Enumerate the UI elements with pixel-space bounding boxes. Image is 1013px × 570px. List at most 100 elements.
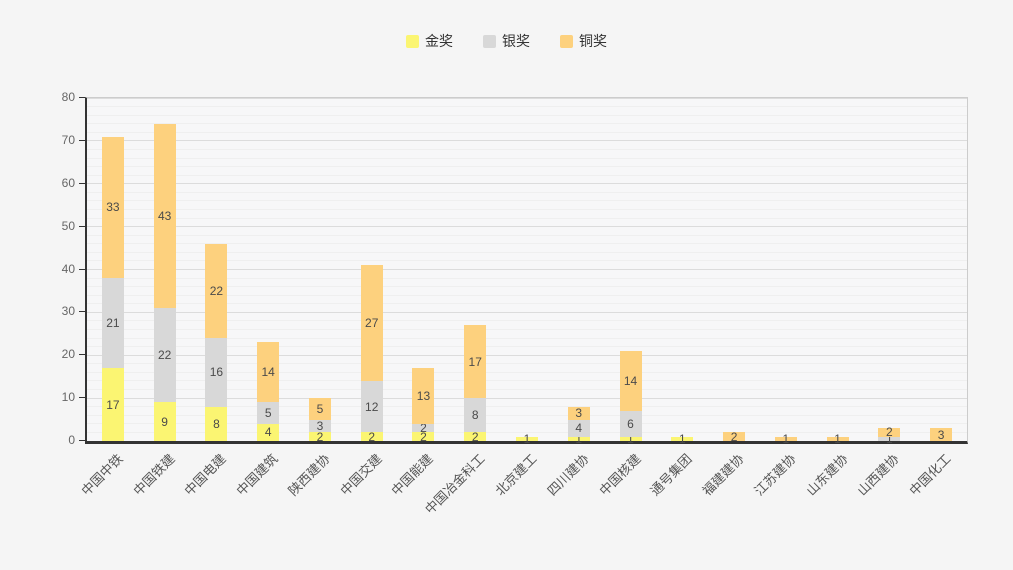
bar-segment-bronze: 3 (930, 428, 953, 441)
gridline (87, 269, 967, 270)
bar-column: 1 6 14 (619, 98, 642, 445)
bar-column: 1 (516, 98, 538, 445)
x-axis-label: 中国建筑 (233, 451, 281, 499)
gridline (87, 337, 967, 339)
value-label: 22 (157, 348, 172, 363)
gridline (87, 294, 967, 296)
value-label: 13 (416, 388, 431, 403)
bar-segment-bronze: 2 (723, 431, 746, 443)
x-axis-label: 福建建协 (699, 451, 747, 499)
value-label: 1 (575, 431, 583, 446)
gridline (87, 346, 967, 348)
y-axis-tick-mark (79, 225, 85, 227)
legend-label-silver: 银奖 (502, 33, 530, 49)
gridline (87, 97, 967, 99)
x-axis-label: 中国化工 (906, 451, 954, 499)
bar-segment-bronze: 22 (205, 243, 228, 339)
y-axis-tick-mark (79, 268, 85, 270)
y-axis-tick-mark (79, 311, 85, 313)
y-axis-tick-label: 20 (61, 347, 75, 362)
y-axis-tick-mark (79, 139, 85, 141)
legend-item-gold[interactable]: 金奖 (406, 31, 453, 51)
y-axis-tick-mark (79, 97, 85, 98)
value-label: 4 (575, 421, 583, 436)
value-label: 22 (209, 283, 224, 298)
value-label: 2 (420, 421, 427, 436)
y-axis-tick-label: 70 (61, 132, 75, 147)
gridline (87, 414, 967, 416)
x-axis-label: 中国交建 (337, 451, 385, 499)
gridline (87, 191, 967, 193)
bar-segment-bronze: 1 (774, 433, 797, 445)
bar-segment-bronze: 14 (257, 342, 280, 403)
y-axis-tick-label: 0 (68, 433, 75, 447)
gridline (87, 217, 967, 219)
plot-area: 17 21 33 9 22 43 8 16 22 4 5 14 2 3 5 2 12 27 2 2 13 2 8 17 1 1 4 3… (85, 97, 968, 445)
bar-segment-bronze: 43 (153, 123, 176, 309)
gridline (87, 311, 967, 313)
gridline (87, 354, 967, 356)
legend-item-bronze[interactable]: 铜奖 (560, 31, 607, 51)
bar-column: 4 5 14 (257, 98, 280, 441)
y-axis-tick-mark (79, 354, 85, 356)
value-label: 17 (468, 354, 482, 369)
x-axis-label: 山西建协 (854, 451, 903, 499)
gridline (87, 329, 967, 331)
gridline (87, 123, 967, 125)
bar-segment-gold: 9 (153, 402, 176, 441)
y-axis-tick-label: 30 (61, 304, 75, 319)
value-label: 43 (157, 208, 172, 223)
bar-segment-silver: 1 (878, 433, 901, 445)
bar-segment-gold: 8 (205, 406, 228, 441)
bar-segment-bronze: 33 (101, 136, 124, 279)
gridline (87, 166, 967, 168)
y-axis-tick-label: 80 (61, 90, 75, 104)
value-label: 4 (264, 425, 272, 440)
bar-segment-bronze: 3 (567, 406, 590, 421)
value-label: 5 (316, 401, 324, 416)
x-axis-label: 陕西建协 (285, 451, 333, 499)
value-label: 3 (316, 419, 324, 433)
x-axis-label: 中国电建 (181, 451, 230, 499)
gridline (87, 406, 967, 408)
value-label: 1 (886, 431, 893, 446)
y-axis-tick-label: 50 (61, 218, 75, 233)
y-axis-tick-label: 40 (61, 261, 75, 276)
legend-label-gold: 金奖 (425, 33, 453, 49)
gridline (87, 114, 967, 116)
gridline (87, 243, 967, 245)
bar-segment-gold: 1 (671, 433, 694, 445)
value-label: 3 (575, 406, 583, 421)
legend-item-silver[interactable]: 银奖 (483, 31, 530, 51)
gridline (87, 277, 967, 279)
value-label: 16 (209, 365, 224, 380)
bar-segment-silver: 12 (360, 381, 383, 433)
legend-swatch-gold (406, 34, 419, 48)
value-label: 8 (471, 408, 479, 423)
y-axis-tick-label: 10 (61, 390, 75, 405)
x-axis-label: 通号集团 (647, 451, 696, 499)
bar-column: 1 (671, 98, 694, 445)
bar-column: 1 (826, 98, 849, 445)
bar-segment-silver: 6 (619, 411, 642, 437)
gridline (87, 397, 967, 399)
x-axis-label: 北京建工 (492, 451, 540, 499)
y-axis-tick-mark (79, 182, 85, 184)
bar-segment-silver: 2 (412, 421, 435, 436)
value-label: 1 (523, 431, 531, 446)
bar-segment-gold: 2 (412, 431, 435, 443)
gridline (87, 363, 967, 365)
gridline (87, 131, 967, 133)
bar-segment-gold: 17 (101, 368, 124, 441)
legend-label-bronze: 铜奖 (579, 33, 607, 49)
value-label: 9 (161, 414, 168, 429)
gridline (87, 320, 967, 322)
gridline (87, 423, 967, 425)
bar-segment-gold: 2 (360, 431, 383, 443)
y-axis-tick-mark (79, 397, 85, 399)
value-label: 1 (678, 431, 686, 446)
bar-column: 2 12 27 (360, 98, 383, 443)
value-label: 1 (834, 431, 841, 446)
